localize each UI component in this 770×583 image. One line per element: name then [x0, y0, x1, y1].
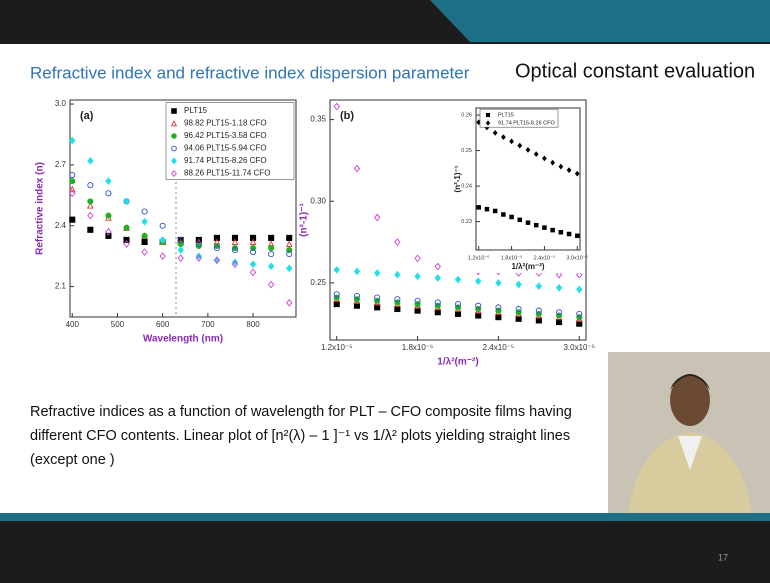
- y-tick-label: 0.26: [461, 113, 472, 119]
- y-tick-label: 0.25: [310, 278, 326, 287]
- data-point: [395, 306, 400, 311]
- data-point: [534, 223, 538, 227]
- data-point: [415, 308, 420, 313]
- y-tick-label: 0.35: [310, 115, 326, 124]
- data-point: [518, 218, 522, 222]
- x-tick-label: 2.4x10⁻⁵: [534, 254, 556, 261]
- x-tick-label: 3.0x10⁻⁵: [566, 254, 588, 261]
- data-point: [476, 313, 481, 318]
- x-tick-label: 700: [201, 320, 215, 329]
- y-tick-label: 0.23: [461, 219, 472, 225]
- data-point: [124, 225, 129, 230]
- caption-line: Refractive indices as a function of wave…: [30, 404, 572, 420]
- data-point: [551, 228, 555, 232]
- data-point: [477, 206, 481, 210]
- data-point: [496, 315, 501, 320]
- slide-title: Refractive index and refractive index di…: [30, 63, 470, 82]
- data-point: [455, 311, 460, 316]
- page-number: 17: [718, 552, 728, 562]
- data-point: [543, 226, 547, 230]
- data-point: [70, 217, 75, 222]
- data-point: [287, 235, 292, 240]
- data-point: [559, 230, 563, 234]
- data-point: [354, 303, 359, 308]
- x-tick-label: 2.4x10⁻⁵: [483, 343, 515, 352]
- legend-label: 91.74 PLT15-8.26 CFO: [498, 120, 555, 126]
- speaker-video: [608, 352, 770, 513]
- y-tick-label: 2.4: [55, 221, 67, 230]
- data-point: [485, 207, 489, 211]
- x-axis-label: Wavelength (nm): [143, 334, 223, 345]
- slide-heading: Optical constant evaluation: [515, 60, 755, 82]
- data-point: [88, 199, 93, 204]
- panel-label: (a): [80, 110, 94, 122]
- data-point: [106, 213, 111, 218]
- data-point: [375, 305, 380, 310]
- top-accent: [430, 0, 770, 42]
- y-tick-label: 2.7: [55, 160, 67, 169]
- data-point: [269, 235, 274, 240]
- data-point: [88, 227, 93, 232]
- data-point: [142, 239, 147, 244]
- legend-label: PLT15: [498, 112, 514, 118]
- legend-marker: [486, 113, 489, 116]
- x-tick-label: 1.2x10⁻⁵: [321, 343, 353, 352]
- data-point: [577, 321, 582, 326]
- data-point: [493, 209, 497, 213]
- data-point: [516, 316, 521, 321]
- data-point: [526, 221, 530, 225]
- x-tick-label: 3.0x10⁻⁵: [563, 343, 595, 352]
- inset-background: [454, 103, 585, 273]
- legend-marker: [172, 109, 177, 114]
- x-tick-label: 1.8x10⁻⁵: [402, 343, 434, 352]
- x-tick-label: 400: [66, 320, 80, 329]
- y-tick-label: 0.24: [461, 184, 472, 190]
- legend-label: 88.26 PLT15-11.74 CFO: [184, 169, 270, 178]
- y-tick-label: 2.1: [55, 282, 67, 291]
- data-point: [142, 233, 147, 238]
- legend-label: 98.82 PLT15-1.18 CFO: [184, 119, 267, 128]
- x-tick-label: 1.8x10⁻⁵: [501, 254, 523, 261]
- data-point: [124, 237, 129, 242]
- y-axis-label: (n²-1)⁻¹: [453, 165, 462, 192]
- caption-line: different CFO contents. Linear plot of […: [30, 428, 570, 444]
- x-axis-label: 1/λ²(m⁻²): [511, 262, 544, 271]
- data-point: [269, 245, 274, 250]
- x-tick-label: 500: [111, 320, 125, 329]
- y-axis-label: Refractive index (n): [35, 162, 46, 255]
- legend-label: 96.42 PLT15-3.58 CFO: [184, 131, 267, 140]
- slide: Refractive index and refractive index di…: [0, 0, 770, 578]
- x-tick-label: 600: [156, 320, 170, 329]
- bottom-accent: [0, 513, 770, 521]
- y-tick-label: 0.25: [461, 148, 472, 154]
- data-point: [575, 234, 579, 238]
- data-point: [567, 232, 571, 236]
- data-point: [435, 310, 440, 315]
- data-point: [556, 319, 561, 324]
- legend-label: 91.74 PLT15-8.26 CFO: [184, 156, 267, 165]
- x-axis-label: 1/λ²(m⁻²): [437, 357, 478, 368]
- y-tick-label: 0.30: [310, 196, 326, 205]
- y-tick-label: 3.0: [55, 99, 67, 108]
- legend-marker: [172, 134, 177, 139]
- data-point: [106, 233, 111, 238]
- panel-label: (b): [340, 110, 354, 122]
- legend-label: 94.06 PLT15-5.94 CFO: [184, 144, 267, 153]
- data-point: [70, 179, 75, 184]
- data-point: [536, 318, 541, 323]
- x-tick-label: 800: [246, 320, 260, 329]
- legend-label: PLT15: [184, 106, 208, 115]
- data-point: [334, 301, 339, 306]
- y-axis-label: (n²-1)⁻¹: [299, 203, 310, 237]
- x-tick-label: 1.2x10⁻⁵: [468, 254, 490, 261]
- data-point: [510, 215, 514, 219]
- caption-line: (except one ): [30, 452, 115, 468]
- data-point: [502, 213, 506, 217]
